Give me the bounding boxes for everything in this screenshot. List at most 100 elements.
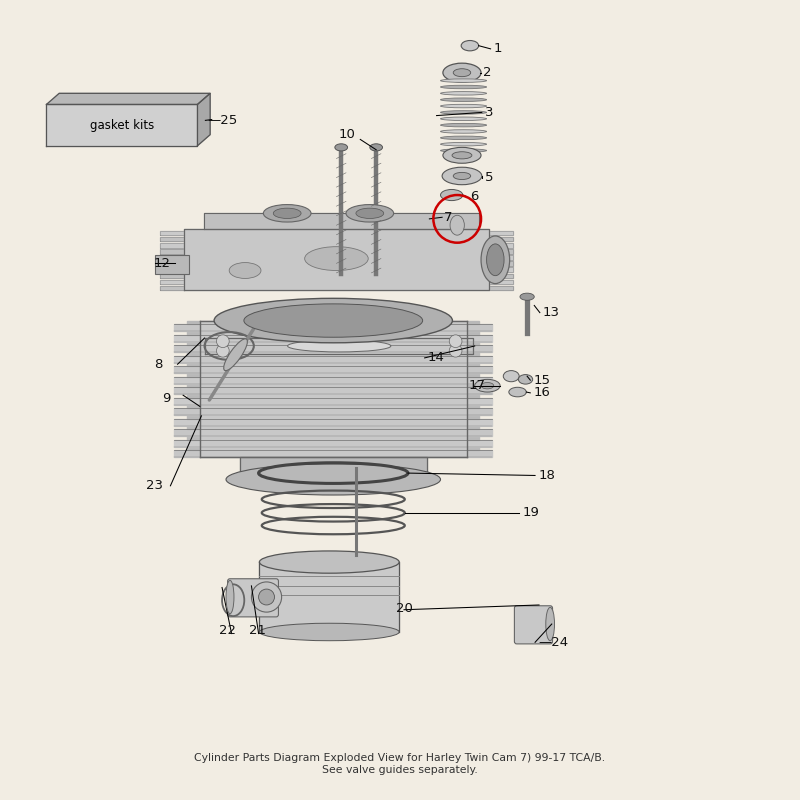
Text: —24: —24 xyxy=(538,636,568,649)
Polygon shape xyxy=(187,415,479,419)
Polygon shape xyxy=(160,243,184,247)
Ellipse shape xyxy=(244,304,422,338)
Polygon shape xyxy=(174,450,492,457)
Polygon shape xyxy=(174,377,492,384)
FancyBboxPatch shape xyxy=(228,578,278,617)
Polygon shape xyxy=(187,405,479,408)
Ellipse shape xyxy=(486,244,504,276)
Polygon shape xyxy=(489,237,513,242)
Text: 23: 23 xyxy=(146,479,162,492)
Ellipse shape xyxy=(441,190,462,201)
Ellipse shape xyxy=(441,130,486,134)
Polygon shape xyxy=(160,255,184,260)
Ellipse shape xyxy=(259,623,399,641)
Ellipse shape xyxy=(441,91,486,95)
Ellipse shape xyxy=(441,86,486,89)
Circle shape xyxy=(450,335,462,347)
Text: gasket kits: gasket kits xyxy=(90,118,154,132)
Ellipse shape xyxy=(520,293,534,300)
Ellipse shape xyxy=(441,149,486,152)
Polygon shape xyxy=(160,230,184,235)
Ellipse shape xyxy=(509,387,526,397)
FancyBboxPatch shape xyxy=(514,606,553,644)
Ellipse shape xyxy=(224,338,247,370)
Text: 14: 14 xyxy=(428,351,445,364)
Polygon shape xyxy=(174,356,492,362)
Polygon shape xyxy=(174,440,492,446)
Polygon shape xyxy=(489,267,513,272)
Text: 9: 9 xyxy=(162,392,171,405)
Ellipse shape xyxy=(259,551,399,573)
Ellipse shape xyxy=(474,379,500,392)
Polygon shape xyxy=(259,562,399,632)
Ellipse shape xyxy=(546,607,554,641)
Polygon shape xyxy=(187,373,479,377)
Polygon shape xyxy=(160,262,184,266)
Polygon shape xyxy=(174,419,492,426)
Polygon shape xyxy=(187,436,479,440)
Ellipse shape xyxy=(274,208,301,218)
Polygon shape xyxy=(160,267,184,272)
Ellipse shape xyxy=(356,208,384,218)
Polygon shape xyxy=(489,274,513,278)
Ellipse shape xyxy=(441,123,486,127)
Text: 15: 15 xyxy=(534,374,550,386)
Polygon shape xyxy=(187,321,479,324)
Ellipse shape xyxy=(226,464,441,495)
Circle shape xyxy=(450,344,462,357)
Text: Cylinder Parts Diagram Exploded View for Harley Twin Cam 7) 99-17 TCA/B.
See val: Cylinder Parts Diagram Exploded View for… xyxy=(194,754,606,775)
Polygon shape xyxy=(46,94,210,105)
Text: 22: 22 xyxy=(219,624,236,637)
Polygon shape xyxy=(204,214,479,229)
Polygon shape xyxy=(160,286,184,290)
FancyBboxPatch shape xyxy=(154,254,190,274)
Text: 3: 3 xyxy=(485,106,494,119)
Ellipse shape xyxy=(454,172,470,179)
Text: 13: 13 xyxy=(543,306,560,319)
Ellipse shape xyxy=(441,142,486,146)
Polygon shape xyxy=(489,286,513,290)
Text: 18: 18 xyxy=(538,469,555,482)
Text: 7: 7 xyxy=(444,210,452,224)
Ellipse shape xyxy=(346,205,394,222)
Polygon shape xyxy=(46,105,198,146)
Text: 17: 17 xyxy=(468,379,486,392)
Text: —25: —25 xyxy=(208,114,238,127)
Ellipse shape xyxy=(441,104,486,108)
Polygon shape xyxy=(160,280,184,284)
Polygon shape xyxy=(489,249,513,254)
Ellipse shape xyxy=(226,580,234,614)
Polygon shape xyxy=(200,321,466,457)
Ellipse shape xyxy=(443,63,481,82)
Ellipse shape xyxy=(229,262,261,278)
Ellipse shape xyxy=(441,117,486,121)
Text: 20: 20 xyxy=(396,602,413,614)
Ellipse shape xyxy=(370,144,382,151)
Polygon shape xyxy=(187,352,479,356)
Polygon shape xyxy=(174,366,492,373)
Polygon shape xyxy=(489,230,513,235)
Polygon shape xyxy=(489,262,513,266)
Text: 19: 19 xyxy=(522,506,539,519)
Ellipse shape xyxy=(441,136,486,139)
Polygon shape xyxy=(187,446,479,450)
Circle shape xyxy=(217,335,229,347)
Text: 12: 12 xyxy=(154,257,170,270)
Ellipse shape xyxy=(442,167,482,185)
Ellipse shape xyxy=(263,205,311,222)
Ellipse shape xyxy=(454,69,470,77)
Ellipse shape xyxy=(335,144,347,151)
Polygon shape xyxy=(187,426,479,430)
Ellipse shape xyxy=(214,298,453,342)
Ellipse shape xyxy=(503,370,519,382)
Polygon shape xyxy=(184,229,489,290)
Ellipse shape xyxy=(518,374,533,384)
Ellipse shape xyxy=(305,246,368,270)
Ellipse shape xyxy=(441,110,486,114)
Polygon shape xyxy=(160,274,184,278)
Polygon shape xyxy=(489,280,513,284)
Ellipse shape xyxy=(443,147,481,163)
Polygon shape xyxy=(160,249,184,254)
Ellipse shape xyxy=(258,589,274,605)
Polygon shape xyxy=(206,338,473,354)
